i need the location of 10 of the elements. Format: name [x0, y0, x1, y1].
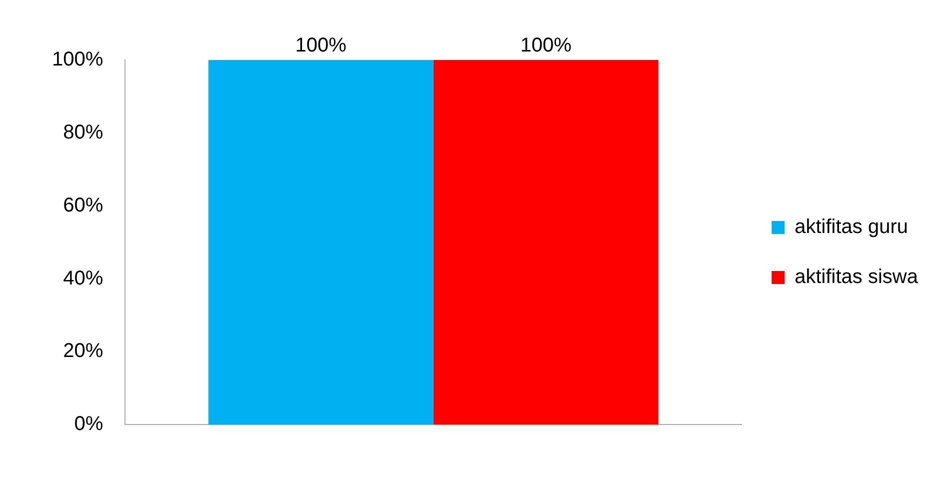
- y-tick-label: 100%: [52, 48, 104, 71]
- legend-label: aktifitas siswa: [794, 266, 919, 288]
- data-label: 100%: [520, 34, 572, 57]
- y-tick-label: 40%: [63, 267, 104, 290]
- data-label: 100%: [295, 34, 347, 57]
- y-tick-label: 80%: [63, 121, 104, 144]
- legend-label: aktifitas guru: [794, 216, 908, 238]
- y-tick-label: 20%: [63, 340, 104, 362]
- y-tick-label: 60%: [63, 194, 104, 216]
- y-tick-label: 0%: [74, 413, 104, 436]
